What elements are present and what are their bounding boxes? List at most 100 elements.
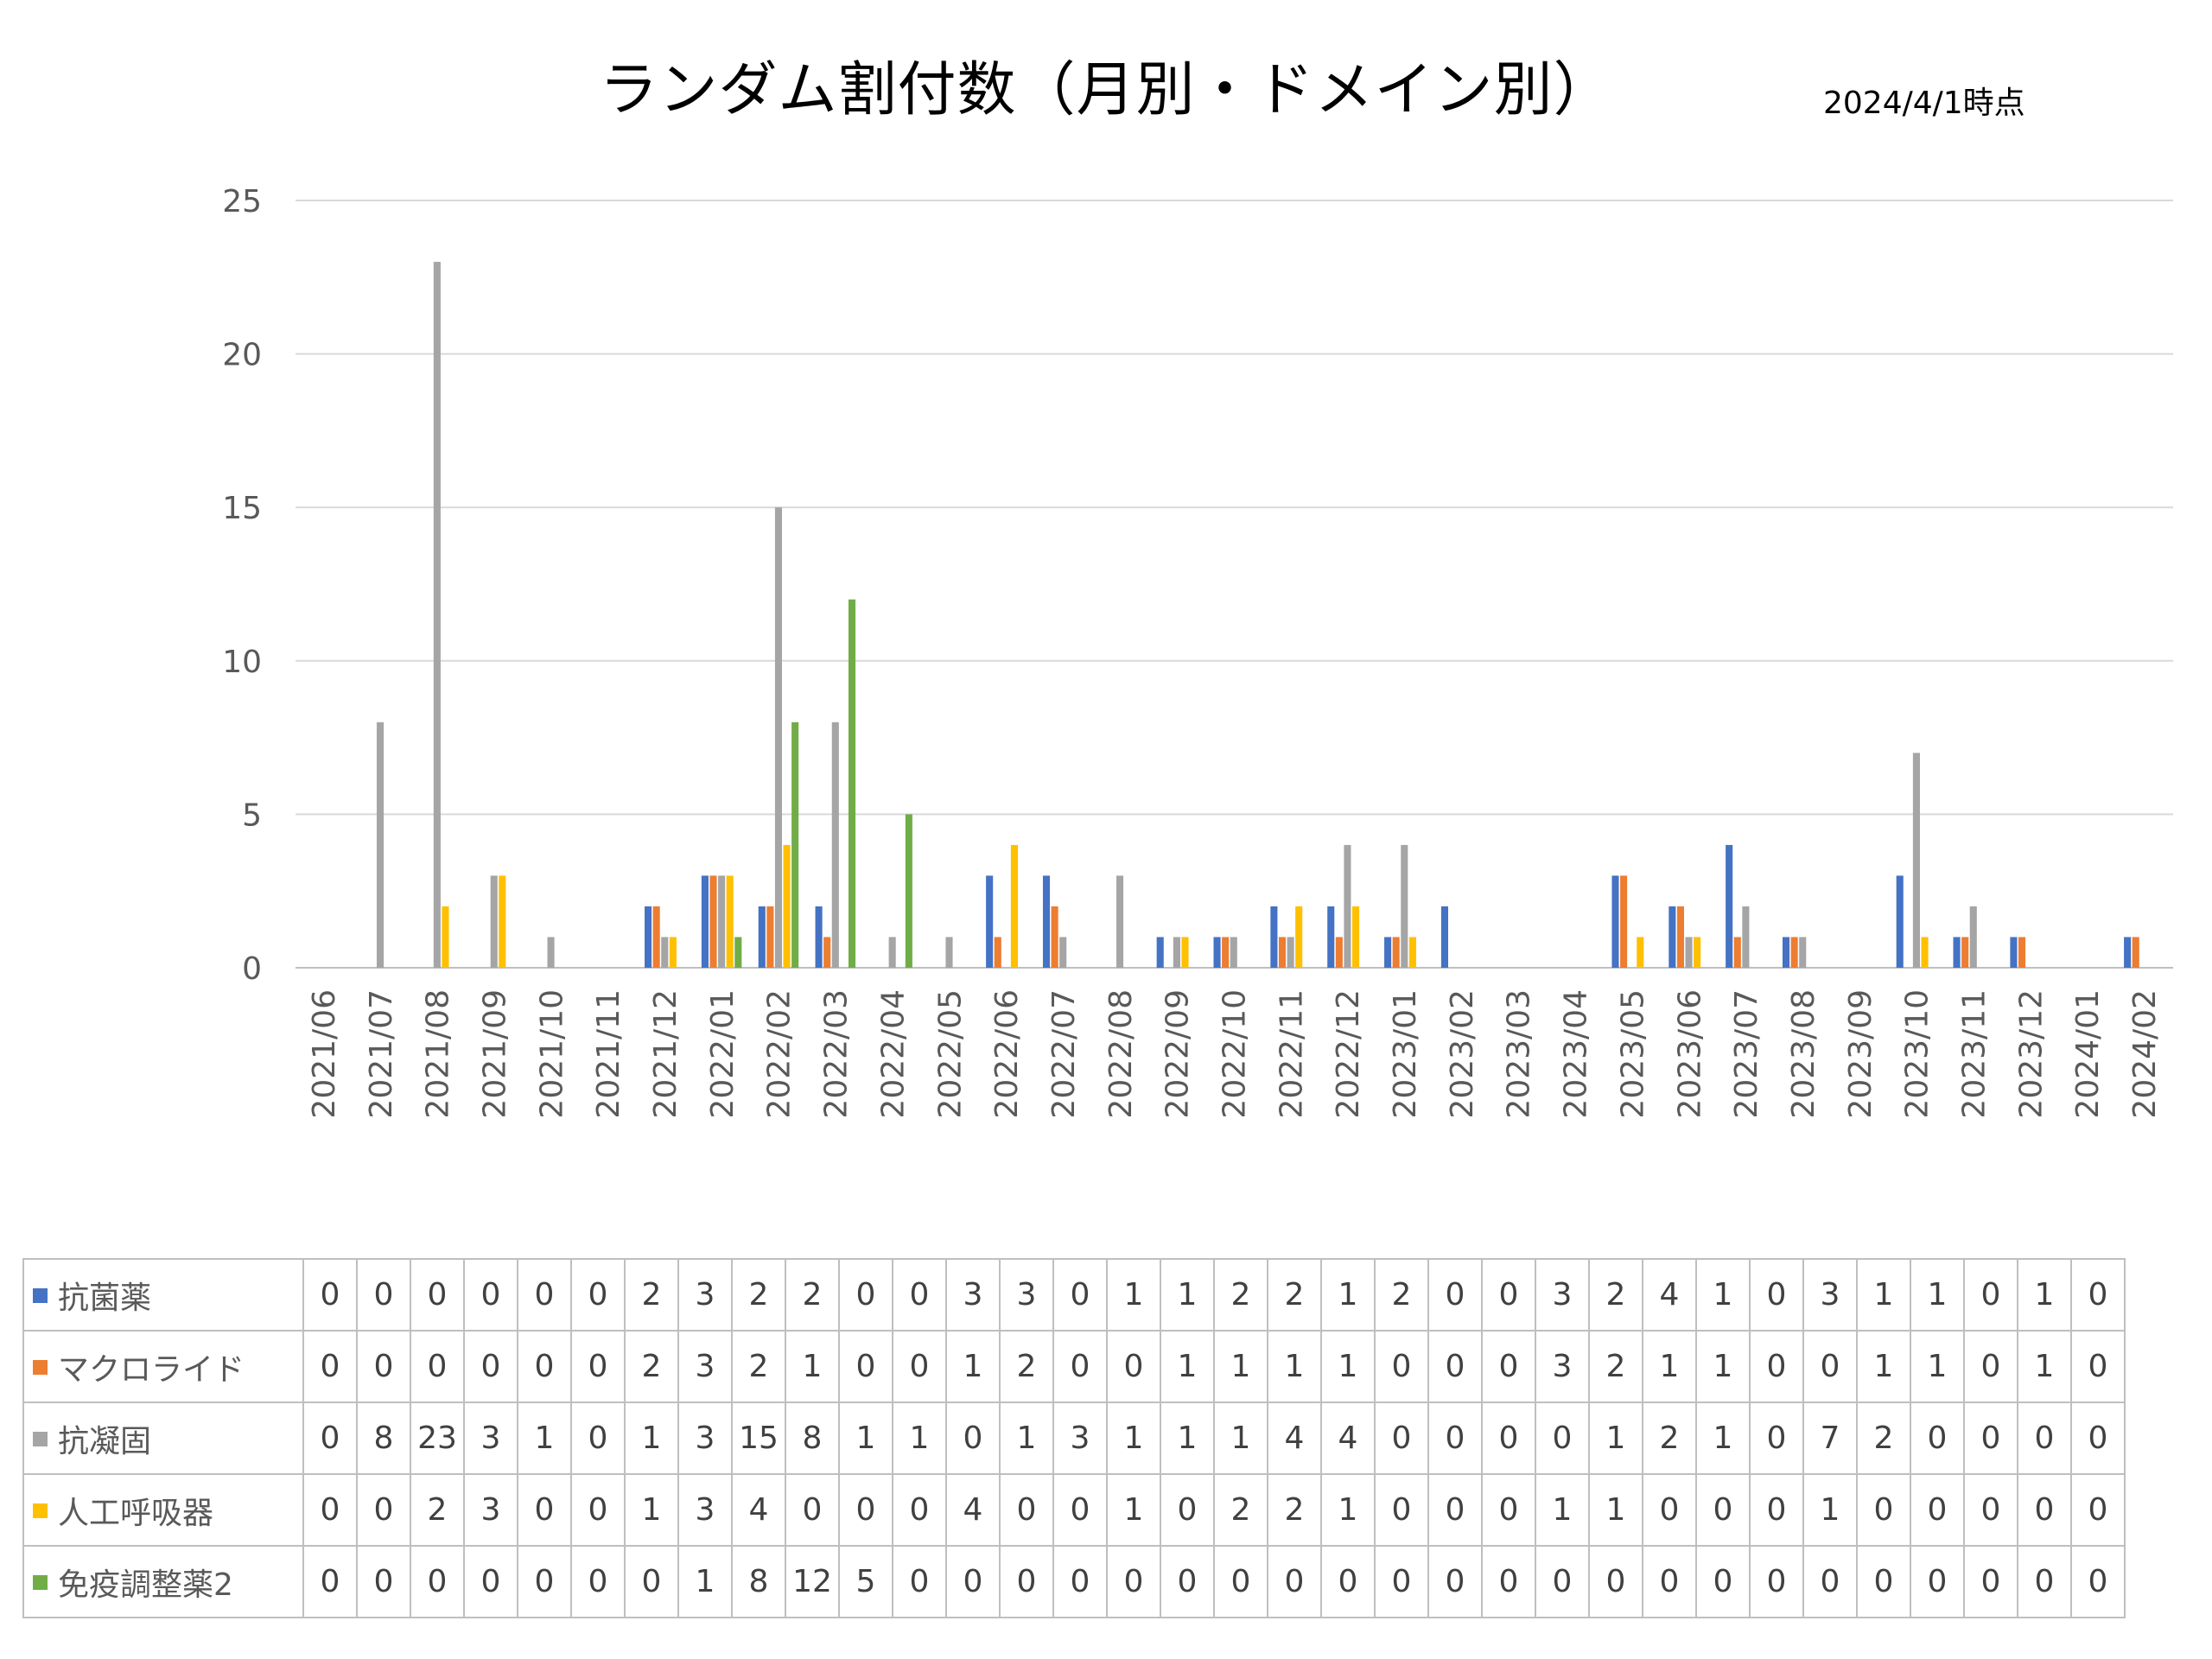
table-cell: 8	[356, 1402, 411, 1475]
table-cell: 2	[1856, 1402, 1911, 1475]
chart-title: ランダム割付数（月別・ドメイン別）	[599, 56, 1613, 124]
table-cell: 0	[1963, 1330, 2018, 1403]
table-cell: 0	[1052, 1330, 1108, 1403]
bar	[2132, 937, 2139, 968]
table-cell: 0	[463, 1545, 518, 1618]
series-name: マクロライド	[58, 1351, 245, 1388]
table-cell: 0	[945, 1545, 1001, 1618]
bar	[376, 721, 385, 968]
table-cell: 0	[892, 1473, 947, 1547]
x-tick-label: 2023/04	[1559, 989, 1594, 1119]
table-cell: 0	[1481, 1402, 1536, 1475]
bar	[823, 937, 831, 968]
table-cell: 1	[517, 1402, 572, 1475]
y-tick-label: 10	[222, 645, 262, 680]
bar	[1116, 875, 1124, 968]
bar	[661, 937, 669, 968]
table-cell: 3	[1052, 1402, 1108, 1475]
bar	[1295, 906, 1303, 968]
bar	[1953, 937, 1961, 968]
table-cell: 1	[1695, 1330, 1751, 1403]
y-tick-label: 20	[222, 338, 262, 373]
bar	[1351, 906, 1360, 968]
table-cell: 1	[624, 1473, 679, 1547]
table-cell: 0	[463, 1330, 518, 1403]
legend-swatch	[33, 1359, 48, 1375]
bars	[376, 262, 2139, 968]
table-cell: 0	[1052, 1473, 1108, 1547]
table-cell: 1	[1213, 1330, 1268, 1403]
table-cell: 8	[785, 1402, 840, 1475]
table-cell: 1	[1320, 1473, 1376, 1547]
x-axis-ticks: 2021/06 2021/07 2021/08 2021/09 2021/10 2021/…	[307, 989, 2163, 1119]
table-cell: 2	[624, 1258, 679, 1332]
series-name: 抗凝固	[58, 1423, 152, 1459]
table-cell: 0	[1481, 1258, 1536, 1332]
bar	[1799, 937, 1807, 968]
table-cell: 0	[1910, 1545, 1965, 1618]
table-cell: 0	[1052, 1545, 1108, 1618]
x-tick-label: 2022/03	[819, 989, 855, 1119]
x-tick-label: 2023/11	[1957, 989, 1993, 1119]
table-cell: 0	[2070, 1258, 2126, 1332]
table-cell: 0	[1481, 1473, 1536, 1547]
bar	[645, 906, 652, 968]
table-cell: 1	[1695, 1402, 1751, 1475]
table-cell: 0	[1160, 1473, 1215, 1547]
table-cell: 0	[2070, 1545, 2126, 1618]
bar	[815, 906, 823, 968]
bar	[1327, 906, 1335, 968]
bar	[433, 262, 441, 968]
table-cell: 0	[356, 1330, 411, 1403]
bar	[1896, 875, 1904, 968]
x-tick-label: 2021/08	[421, 989, 456, 1119]
bar	[1401, 844, 1408, 968]
table-cell: 1	[892, 1402, 947, 1475]
table-cell: 4	[1642, 1258, 1697, 1332]
y-tick-label: 25	[222, 184, 262, 219]
table-cell: 2	[1267, 1258, 1322, 1332]
table-cell: 0	[1910, 1402, 1965, 1475]
table-cell: 0	[410, 1545, 465, 1618]
table-cell: 0	[570, 1545, 626, 1618]
legend-swatch	[33, 1503, 48, 1518]
bar	[1620, 875, 1628, 968]
gridlines	[296, 200, 2173, 969]
table-cell: 0	[1749, 1545, 1804, 1618]
table-cell: 3	[1535, 1330, 1590, 1403]
table-cell: 0	[1749, 1402, 1804, 1475]
bar	[848, 599, 856, 968]
bar	[726, 875, 734, 968]
table-cell: 2	[1588, 1330, 1643, 1403]
bar	[1726, 844, 1733, 968]
table-cell: 0	[945, 1402, 1001, 1475]
x-tick-label: 2023/06	[1672, 989, 1707, 1119]
table-cell: 0	[838, 1473, 893, 1547]
table-cell: 0	[1802, 1545, 1858, 1618]
table-cell: 0	[302, 1545, 358, 1618]
x-tick-label: 2023/05	[1615, 989, 1650, 1119]
table-cell: 0	[410, 1258, 465, 1332]
table-cell: 4	[731, 1473, 786, 1547]
table-cell: 12	[785, 1545, 840, 1618]
series-legend-cell: 免疫調整薬2	[22, 1545, 304, 1618]
bar	[1685, 937, 1693, 968]
bar	[1213, 937, 1221, 968]
table-cell: 0	[892, 1258, 947, 1332]
legend-swatch	[33, 1287, 48, 1303]
bar	[1051, 906, 1058, 968]
legend-swatch	[33, 1431, 48, 1446]
bar	[2010, 937, 2018, 968]
table-cell: 0	[1963, 1402, 2018, 1475]
bar	[1912, 753, 1920, 968]
table-cell: 3	[463, 1402, 518, 1475]
x-tick-label: 2022/12	[1331, 989, 1366, 1119]
table-cell: 0	[1963, 1545, 2018, 1618]
table-cell: 0	[517, 1545, 572, 1618]
table-cell: 0	[1427, 1330, 1483, 1403]
bar	[1181, 937, 1189, 968]
bar	[547, 937, 555, 968]
table-cell: 2	[624, 1330, 679, 1403]
bar	[888, 937, 896, 968]
table-cell: 0	[1052, 1258, 1108, 1332]
